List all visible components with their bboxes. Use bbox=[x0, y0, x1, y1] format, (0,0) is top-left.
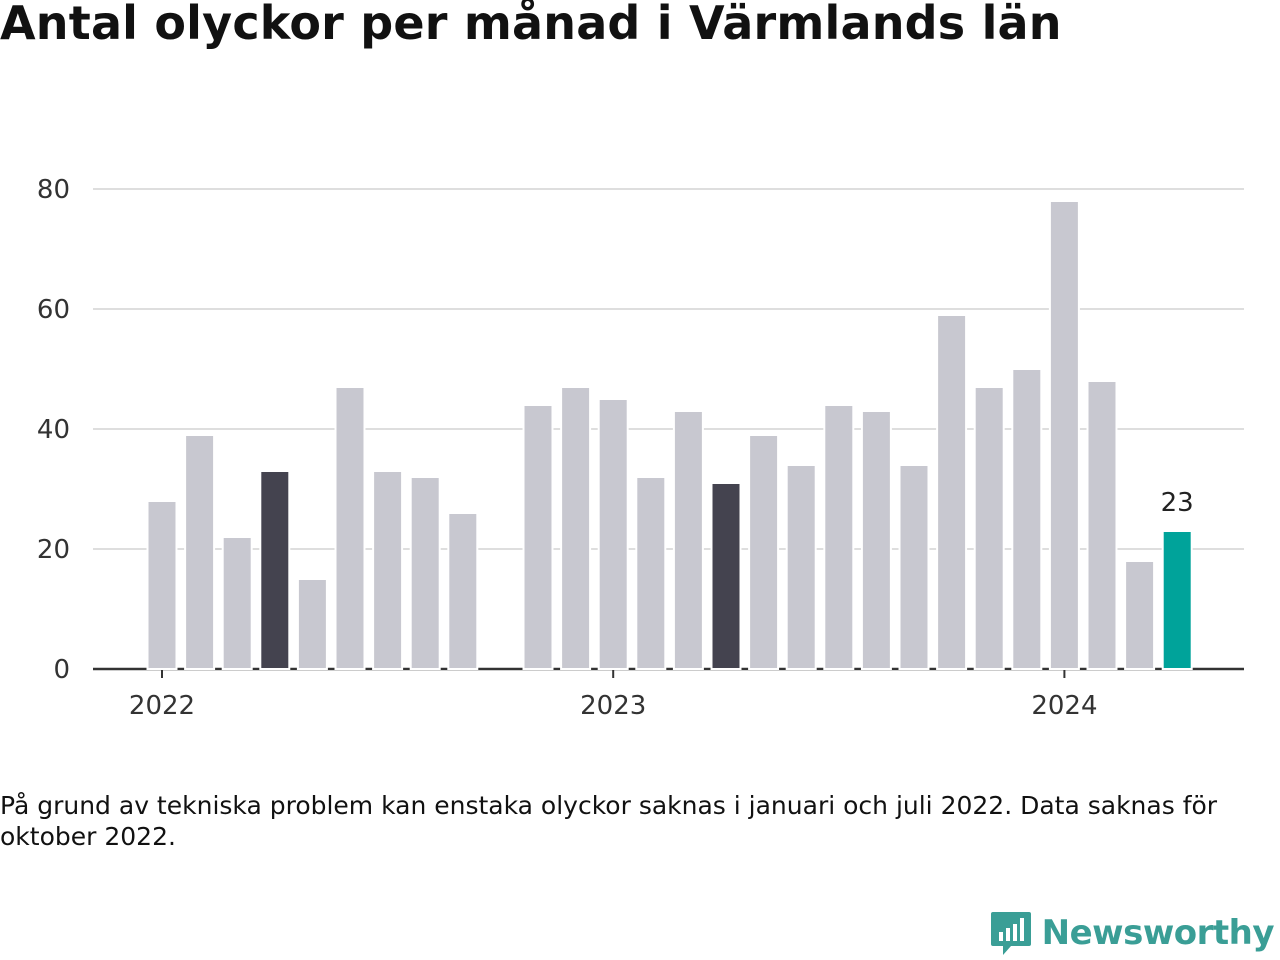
bar-2022-03 bbox=[221, 536, 253, 670]
bar-2022-05 bbox=[296, 578, 328, 670]
bar-2023-05 bbox=[748, 434, 780, 670]
bar-2024-04 bbox=[1161, 530, 1193, 670]
bar-2024-01 bbox=[1048, 200, 1080, 670]
y-tick-label: 80 bbox=[37, 175, 70, 205]
newsworthy-logo-icon bbox=[990, 912, 1031, 955]
bar-2023-07 bbox=[823, 404, 855, 670]
bar-2022-07 bbox=[372, 470, 404, 670]
bar-2023-09 bbox=[898, 464, 930, 670]
bar-2024-03 bbox=[1124, 560, 1156, 670]
brand-name: Newsworthy bbox=[1041, 913, 1275, 953]
bars bbox=[146, 200, 1193, 670]
bar-2022-02 bbox=[184, 434, 216, 670]
bar-2022-04 bbox=[259, 470, 291, 670]
x-tick-label: 2024 bbox=[1031, 691, 1097, 721]
bar-chart: 0 20 40 60 80 2022 2023 2024 23 bbox=[37, 175, 1244, 721]
bar-2023-12 bbox=[1011, 368, 1043, 670]
bar-2023-02 bbox=[635, 476, 667, 670]
x-tick-label: 2022 bbox=[129, 691, 195, 721]
bar-2022-09 bbox=[447, 512, 479, 670]
bar-2023-08 bbox=[860, 410, 892, 670]
data-label: 23 bbox=[1161, 488, 1194, 518]
footnote: På grund av tekniska problem kan enstaka… bbox=[0, 791, 1218, 851]
bar-2023-01 bbox=[597, 398, 629, 670]
x-tick-label: 2023 bbox=[580, 691, 646, 721]
bar-2023-06 bbox=[785, 464, 817, 670]
labels: 0 20 40 60 80 2022 2023 2024 23 bbox=[37, 175, 1194, 721]
bar-2023-04 bbox=[710, 482, 742, 670]
bar-2022-01 bbox=[146, 500, 178, 670]
bar-2022-08 bbox=[409, 476, 441, 670]
bar-2022-11 bbox=[522, 404, 554, 670]
y-tick-label: 0 bbox=[53, 655, 70, 685]
y-tick-label: 40 bbox=[37, 415, 70, 445]
bar-2023-10 bbox=[936, 314, 968, 670]
bar-2022-12 bbox=[560, 386, 592, 670]
y-tick-label: 60 bbox=[37, 295, 70, 325]
bar-2023-03 bbox=[672, 410, 704, 670]
bar-2023-11 bbox=[973, 386, 1005, 670]
bar-2022-06 bbox=[334, 386, 366, 670]
bar-2024-02 bbox=[1086, 380, 1118, 670]
brand-logo: Newsworthy bbox=[990, 906, 1275, 960]
y-tick-label: 20 bbox=[37, 535, 70, 565]
chart-title: Antal olyckor per månad i Värmlands län bbox=[0, 0, 1062, 50]
